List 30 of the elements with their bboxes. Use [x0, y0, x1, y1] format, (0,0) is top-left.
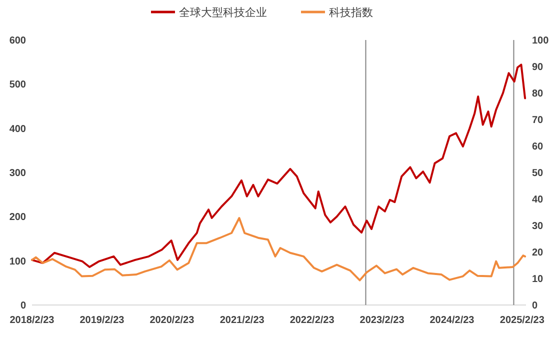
line-series — [31, 216, 526, 282]
y-tick-label: 400 — [9, 124, 26, 135]
y-tick-label: 300 — [9, 168, 26, 179]
y2-tick-label: 30 — [532, 221, 544, 232]
y2-tick-label: 70 — [532, 115, 544, 126]
legend-label: 科技指数 — [329, 7, 373, 19]
y-tick-label: 600 — [9, 36, 26, 46]
x-tick-label: 2018/2/23 — [10, 315, 55, 326]
line-series — [31, 64, 526, 268]
y2-tick-label: 90 — [532, 62, 544, 73]
x-tick-label: 2019/2/23 — [80, 315, 125, 326]
y-tick-label: 100 — [9, 256, 26, 268]
y2-tick-label: 60 — [532, 142, 544, 152]
y2-tick-label: 40 — [532, 194, 544, 206]
x-tick-label: 2025/2/23 — [500, 315, 545, 326]
x-tick-label: 2022/2/23 — [290, 315, 335, 326]
y2-tick-label: 50 — [532, 168, 544, 179]
x-tick-label: 2020/2/23 — [150, 315, 195, 326]
y2-tick-label: 10 — [532, 274, 544, 285]
x-tick-label: 2021/2/23 — [220, 315, 265, 326]
y2-tick-label: 0 — [532, 300, 538, 312]
legend-label: 全球大型科技企业 — [179, 6, 267, 19]
y-tick-label: 200 — [9, 212, 26, 224]
y2-tick-label: 80 — [532, 88, 544, 100]
x-tick-label: 2024/2/23 — [430, 315, 475, 326]
y-tick-label: 500 — [9, 80, 26, 91]
y2-tick-label: 100 — [532, 36, 550, 46]
y-tick-label: 0 — [20, 300, 26, 312]
x-tick-label: 2023/2/23 — [360, 315, 405, 326]
y2-tick-label: 20 — [532, 248, 544, 258]
